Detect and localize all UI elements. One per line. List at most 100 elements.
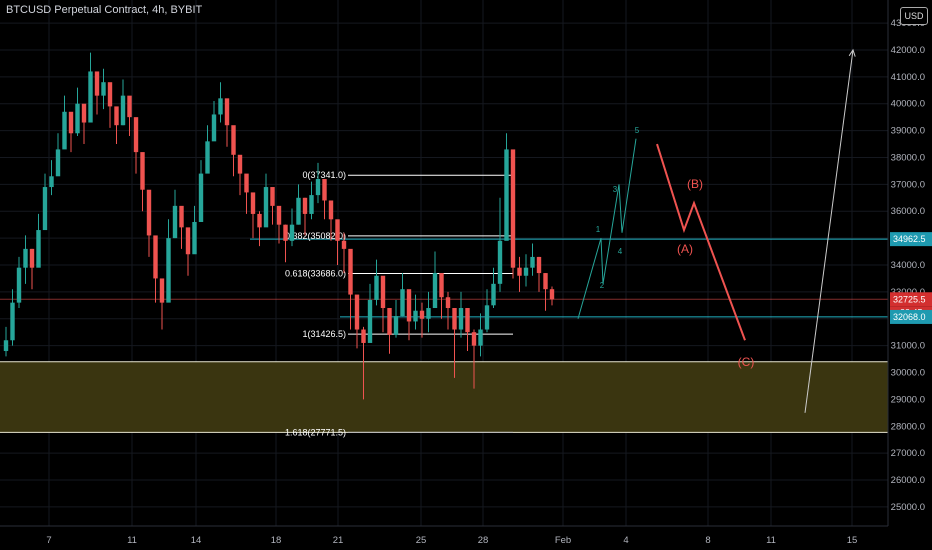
candle-body <box>328 200 334 220</box>
time-tick-label: 14 <box>191 535 202 546</box>
candle-body <box>432 273 438 309</box>
wave-label-5: 5 <box>635 126 640 135</box>
price-badge-34962: 34962.5 <box>893 234 926 244</box>
candle-body <box>517 267 522 276</box>
candle-body <box>205 141 210 174</box>
candle-body <box>257 213 262 228</box>
price-badge-32068: 32068.0 <box>893 312 926 322</box>
price-axis-panel <box>888 0 932 550</box>
candle-body <box>23 248 28 268</box>
candle-body <box>302 197 308 214</box>
candle-body <box>309 195 314 214</box>
candle-body <box>68 111 74 134</box>
time-tick-label: 11 <box>766 535 776 546</box>
candle-body <box>81 103 87 123</box>
candle-body <box>276 205 282 225</box>
candle-body <box>62 111 67 150</box>
candle-body <box>88 71 93 123</box>
currency-button[interactable]: USD <box>900 7 928 25</box>
candle-body <box>478 329 483 346</box>
price-tick-label: 25000.0 <box>891 502 925 513</box>
candle-body <box>458 308 464 330</box>
candle-body <box>159 278 165 303</box>
candle-body <box>419 310 425 319</box>
candle-body <box>439 273 444 298</box>
wave-label-C: (C) <box>738 355 755 369</box>
candle-body <box>367 299 373 343</box>
candle-body <box>94 71 100 96</box>
candle-body <box>471 332 477 346</box>
time-tick-label: 28 <box>478 535 489 546</box>
price-tick-label: 26000.0 <box>891 475 925 486</box>
fib-label: 1(31426.5) <box>302 329 346 339</box>
candle-body <box>465 308 470 333</box>
time-tick-label: 11 <box>127 535 137 546</box>
target-arrow-line <box>804 49 854 413</box>
candle-body <box>289 224 295 241</box>
candle-body <box>42 187 48 231</box>
candle-body <box>250 192 256 214</box>
candle-body <box>36 230 41 268</box>
candle-body <box>224 98 230 126</box>
candle-body <box>120 95 126 126</box>
price-tick-label: 30000.0 <box>891 368 925 379</box>
candle-body <box>244 173 249 193</box>
candle-body <box>231 125 236 155</box>
fib-label: 0(37341.0) <box>302 170 346 180</box>
candle-body <box>400 289 405 317</box>
candle-body <box>127 95 132 118</box>
time-tick-label: 15 <box>847 535 858 546</box>
time-tick-label: 18 <box>271 535 282 546</box>
candle-body <box>387 308 392 335</box>
candle-body <box>341 240 347 249</box>
candle-body <box>413 310 418 322</box>
candle-body <box>543 273 548 290</box>
candle-body <box>452 308 457 330</box>
candle-body <box>16 267 22 303</box>
candle-body <box>133 117 139 153</box>
candle-body <box>55 149 61 177</box>
price-tick-label: 34000.0 <box>891 260 925 271</box>
candle-body <box>523 267 529 276</box>
wave-label-A: (A) <box>677 242 693 256</box>
candle-body <box>107 82 113 107</box>
price-tick-label: 36000.0 <box>891 206 925 217</box>
candle-body <box>393 316 399 335</box>
candle-body <box>237 154 243 174</box>
wave-label-3: 3 <box>613 185 618 194</box>
candle-body <box>445 297 451 309</box>
candle-body <box>354 294 360 330</box>
price-tick-label: 38000.0 <box>891 152 925 163</box>
wave-label-4: 4 <box>618 247 623 256</box>
corrective-abc-path <box>656 143 746 341</box>
wave-label-1: 1 <box>596 225 601 234</box>
candle-body <box>3 340 9 352</box>
price-badge-last: 32725.5 <box>893 294 926 304</box>
price-tick-label: 37000.0 <box>891 179 925 190</box>
wave-label-B: (B) <box>687 177 703 191</box>
candle-body <box>348 248 353 295</box>
candle-body <box>166 238 171 303</box>
price-tick-label: 31000.0 <box>891 341 925 352</box>
candle-body <box>296 197 301 225</box>
fib-label: 0.618(33686.0) <box>285 268 346 278</box>
candle-body <box>49 176 54 188</box>
candle-body <box>75 103 80 134</box>
wave-label-2: 2 <box>600 281 605 290</box>
price-tick-label: 39000.0 <box>891 126 925 137</box>
candle-body <box>406 289 412 322</box>
candle-body <box>172 205 178 239</box>
price-badge-34962-bg <box>890 232 932 247</box>
price-tick-label: 40000.0 <box>891 99 925 110</box>
candle-body <box>218 98 223 115</box>
time-tick-label: 4 <box>623 535 628 546</box>
candle-body <box>10 302 15 341</box>
candle-body <box>263 187 269 228</box>
candle-body <box>315 178 321 196</box>
candle-body <box>153 235 158 279</box>
chart-title: BTCUSD Perpetual Contract, 4h, BYBIT <box>6 4 203 16</box>
candle-body <box>510 149 516 268</box>
time-tick-label: 7 <box>46 535 51 546</box>
